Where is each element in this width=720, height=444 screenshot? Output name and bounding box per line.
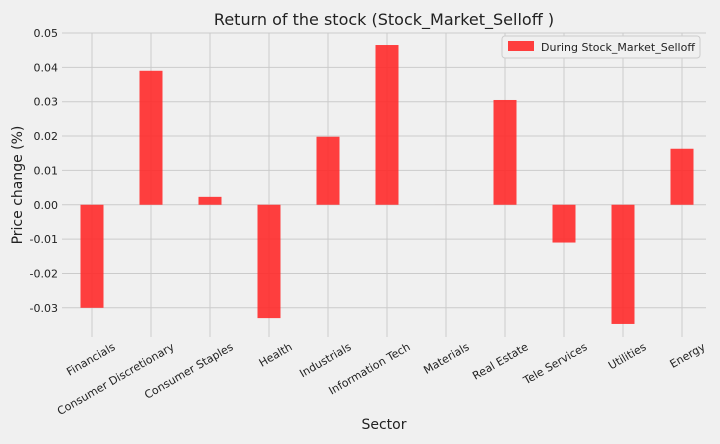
y-tick-label: 0.02	[34, 130, 59, 143]
y-tick-label: 0.01	[34, 164, 59, 177]
bar	[316, 136, 340, 205]
legend-box	[501, 35, 701, 59]
legend-swatch	[508, 41, 534, 51]
bar	[670, 148, 694, 205]
bar	[198, 196, 222, 205]
bars	[80, 45, 694, 324]
bar	[611, 204, 635, 324]
y-tick-label: 0.03	[34, 96, 59, 109]
y-tick-label: -0.02	[30, 267, 58, 280]
y-tick-label: 0.05	[34, 27, 59, 40]
y-ticks: -0.03 -0.02 -0.01 0.00 0.01 0.02 0.03 0.04 0.05	[30, 27, 58, 315]
x-axis-label: Sector	[361, 417, 406, 433]
bar	[257, 204, 281, 319]
y-tick-label: -0.03	[30, 302, 58, 315]
y-tick-label: 0.04	[34, 61, 59, 74]
bar	[375, 45, 399, 205]
bar	[552, 204, 576, 243]
bar	[80, 204, 104, 308]
bar	[139, 70, 163, 205]
y-tick-label: 0.00	[34, 199, 59, 212]
bar	[493, 99, 517, 205]
legend: During Stock_Market_Selloff	[501, 35, 701, 59]
chart-title: Return of the stock (Stock_Market_Sellof…	[214, 10, 554, 30]
y-tick-label: -0.01	[30, 233, 58, 246]
legend-label: During Stock_Market_Selloff	[541, 41, 695, 54]
y-axis-label: Price change (%)	[10, 126, 26, 245]
